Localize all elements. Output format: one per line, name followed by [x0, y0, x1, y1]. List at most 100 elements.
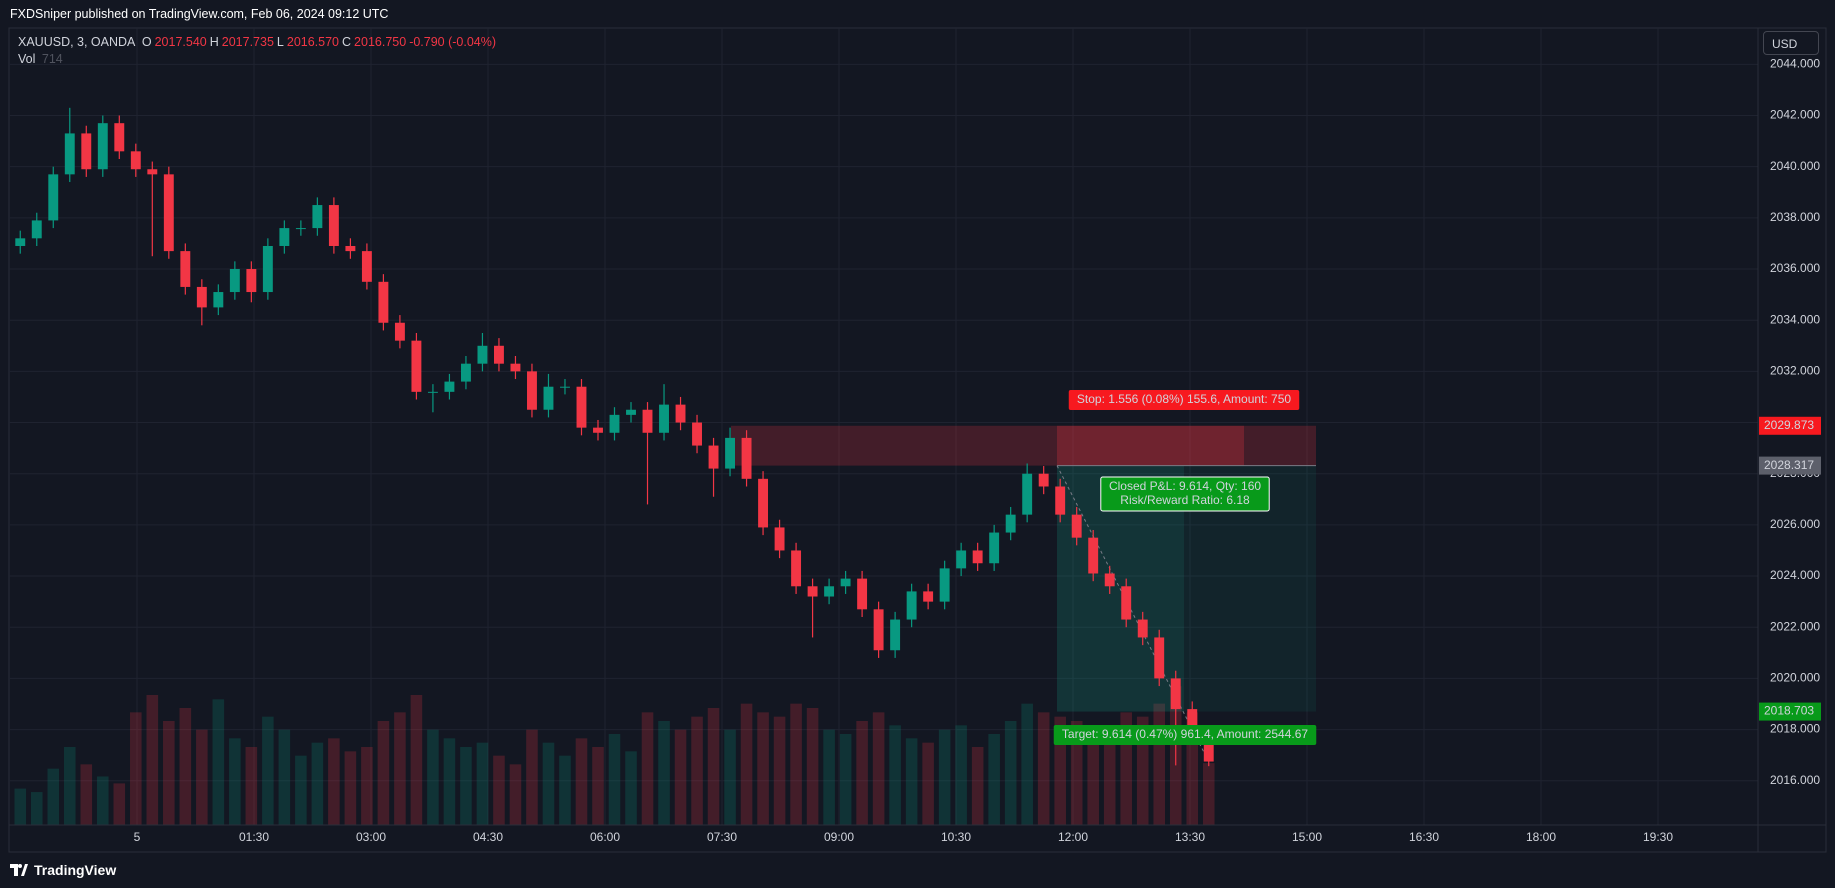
volume-bar [493, 755, 505, 825]
x-tick-label: 5 [134, 830, 141, 844]
candle-body [1104, 573, 1115, 587]
pnl-label-text: Closed P&L: 9.614, Qty: 160 [1109, 479, 1261, 493]
candle-body [675, 404, 686, 423]
volume-bar [790, 703, 802, 825]
volume-bar [476, 742, 489, 825]
candle-body [824, 586, 835, 597]
volume-bar [872, 712, 885, 825]
volume-bar [559, 755, 571, 825]
candle-body [708, 445, 719, 469]
ohlc-value: 2016.570 [286, 35, 340, 49]
volume-bar [526, 729, 538, 825]
ohlc-key: H [209, 35, 219, 49]
volume-bar [311, 742, 324, 825]
ohlc-value: 2017.540 [154, 35, 207, 49]
y-tick-label: 2038.000 [1770, 210, 1820, 224]
volume-bar [889, 725, 901, 825]
volume-bar [955, 725, 967, 825]
x-tick-label: 09:00 [824, 830, 854, 844]
candle-body [840, 578, 851, 587]
candle-body [1154, 637, 1165, 679]
y-tick-label: 2036.000 [1770, 261, 1820, 275]
candle-body [1088, 537, 1099, 574]
volume-bar [245, 747, 258, 825]
candle-body [411, 340, 422, 392]
candle-body [576, 386, 587, 428]
stop-label-bg [1068, 390, 1300, 410]
volume-bar [691, 716, 703, 825]
candle-body [956, 550, 967, 569]
volume-bar [1103, 729, 1116, 825]
candle-body [758, 478, 769, 528]
x-tick-label: 07:30 [707, 830, 737, 844]
volume-bar [377, 721, 390, 825]
candle-body [444, 381, 455, 392]
volume-bar [427, 729, 439, 825]
target-label-bg [1053, 725, 1317, 745]
x-tick-label: 16:30 [1409, 830, 1439, 844]
price-tag-bg [1759, 702, 1821, 721]
volume-bar [1004, 721, 1017, 825]
candle-body [427, 391, 438, 393]
candle-body [857, 578, 868, 610]
candle-layer [15, 107, 1214, 767]
candle-body [279, 228, 290, 246]
y-tick-label: 2034.000 [1770, 312, 1820, 326]
candle-body [791, 550, 802, 587]
candle-body [609, 414, 620, 433]
candle-body [659, 404, 669, 433]
volume-bar [212, 699, 225, 825]
candle-body [1187, 709, 1198, 738]
volume-bar [1070, 721, 1083, 825]
candle-body [906, 591, 917, 620]
grid [9, 28, 1758, 825]
volume-bar [625, 751, 637, 825]
candle-body [246, 269, 257, 293]
stop-zone [731, 425, 1316, 466]
volume-bar [988, 734, 1000, 825]
candle-body [312, 205, 323, 229]
volume-bar [229, 738, 241, 825]
candle-body [807, 586, 818, 597]
volume-bar [971, 747, 984, 825]
candle-body [361, 251, 372, 282]
legend-ohlc: XAUUSD, 3, OANDA O 2017.540 H 2017.735 L 2016… [18, 34, 499, 51]
x-tick-label: 01:30 [239, 830, 269, 844]
candle-body [31, 220, 42, 239]
candle-body [1121, 586, 1132, 620]
y-tick-label: 2044.000 [1770, 57, 1820, 71]
candle-body [890, 619, 901, 651]
candle-body [543, 386, 554, 410]
candle-body [1137, 619, 1148, 638]
candle-body [378, 281, 389, 323]
volume-bar [63, 747, 76, 825]
x-tick-label: 03:00 [356, 830, 386, 844]
chart-panel [8, 27, 1827, 853]
candle-body [163, 174, 174, 252]
volume-bar [839, 734, 852, 825]
volume-bar [262, 716, 274, 825]
volume-bar [608, 734, 621, 825]
volume-bar [1136, 716, 1149, 825]
volume-bar [773, 716, 786, 825]
volume-bar [938, 729, 951, 825]
candle-body [1005, 514, 1016, 533]
candle-body [147, 169, 158, 175]
y-tick-label: 2040.000 [1770, 159, 1820, 173]
volume-bar [806, 708, 819, 825]
volume-bar [1021, 703, 1033, 825]
currency-button[interactable]: USD [1763, 31, 1819, 55]
price-tag: 2018.703 [1764, 704, 1814, 718]
volume-bar [641, 712, 654, 825]
candle-body [1022, 473, 1033, 515]
vol-value: 714 [41, 52, 63, 66]
candle-body [394, 322, 405, 341]
volume-bar [1120, 712, 1132, 825]
vol-label: Vol [18, 52, 36, 66]
candle-body [295, 228, 306, 230]
x-tick-label: 18:00 [1526, 830, 1556, 844]
x-tick-label: 06:00 [590, 830, 620, 844]
footer: TradingView [10, 862, 116, 878]
candle-body [989, 532, 1000, 564]
